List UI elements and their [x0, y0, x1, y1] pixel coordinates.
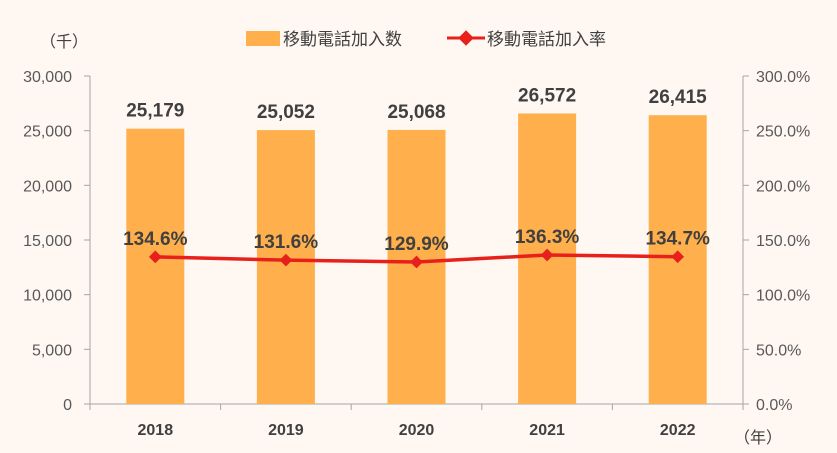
- bar-value-label: 26,415: [649, 87, 708, 108]
- rate-value-label: 131.6%: [254, 232, 319, 253]
- rate-value-label: 129.9%: [384, 234, 449, 255]
- rate-point: [148, 250, 162, 264]
- y-left-tick-label: 0: [63, 397, 72, 414]
- y-right-tick-label: 250.0%: [756, 124, 810, 141]
- y-left-unit-label: （千）: [40, 32, 88, 51]
- y-right-tick-label: 150.0%: [756, 233, 810, 250]
- y-left-tick-label: 20,000: [23, 178, 72, 195]
- bar-value-label: 26,572: [518, 85, 576, 106]
- y-right-tick-label: 0.0%: [756, 397, 792, 414]
- axes: 0 0.0% 5,000 50.0% 10,000 100.0% 15,000 150.0% 2…: [23, 69, 810, 439]
- rate-value-label: 136.3%: [515, 227, 580, 248]
- rate-value-label: 134.6%: [123, 229, 188, 250]
- legend-bar-swatch: [246, 31, 280, 46]
- x-tick-label: 2022: [660, 422, 696, 439]
- rate-point: [410, 255, 423, 269]
- data-labels: 25,179 25,052 25,068 26,572 26,415 134.6% 131.…: [123, 85, 710, 254]
- x-tick-label: 2019: [268, 422, 304, 439]
- y-left-tick-label: 5,000: [32, 342, 72, 359]
- x-unit-label: （年）: [734, 428, 782, 447]
- y-right-tick-label: 200.0%: [756, 178, 810, 195]
- legend: 移動電話加入数 移動電話加入率: [246, 30, 606, 50]
- y-left-tick-label: 25,000: [23, 124, 72, 141]
- rate-point: [279, 253, 293, 267]
- legend-bar-label: 移動電話加入数: [283, 30, 402, 50]
- x-tick-label: 2021: [529, 422, 565, 439]
- bar-value-label: 25,179: [126, 101, 184, 122]
- x-tick-label: 2018: [138, 422, 174, 439]
- legend-line-label: 移動電話加入率: [487, 30, 606, 50]
- y-right-tick-label: 50.0%: [756, 342, 801, 359]
- y-left-tick-label: 10,000: [23, 288, 72, 305]
- legend-line-marker: [458, 30, 474, 46]
- bar: [126, 128, 185, 404]
- y-right-tick-label: 100.0%: [756, 288, 810, 305]
- y-right-tick-label: 300.0%: [756, 69, 810, 86]
- bar: [256, 130, 315, 404]
- y-left-tick-label: 15,000: [23, 233, 72, 250]
- bar-value-label: 25,068: [387, 102, 445, 123]
- x-tick-label: 2020: [399, 422, 435, 439]
- rate-value-label: 134.7%: [645, 229, 710, 250]
- bar-value-label: 25,052: [257, 102, 315, 123]
- y-left-tick-label: 30,000: [23, 69, 72, 86]
